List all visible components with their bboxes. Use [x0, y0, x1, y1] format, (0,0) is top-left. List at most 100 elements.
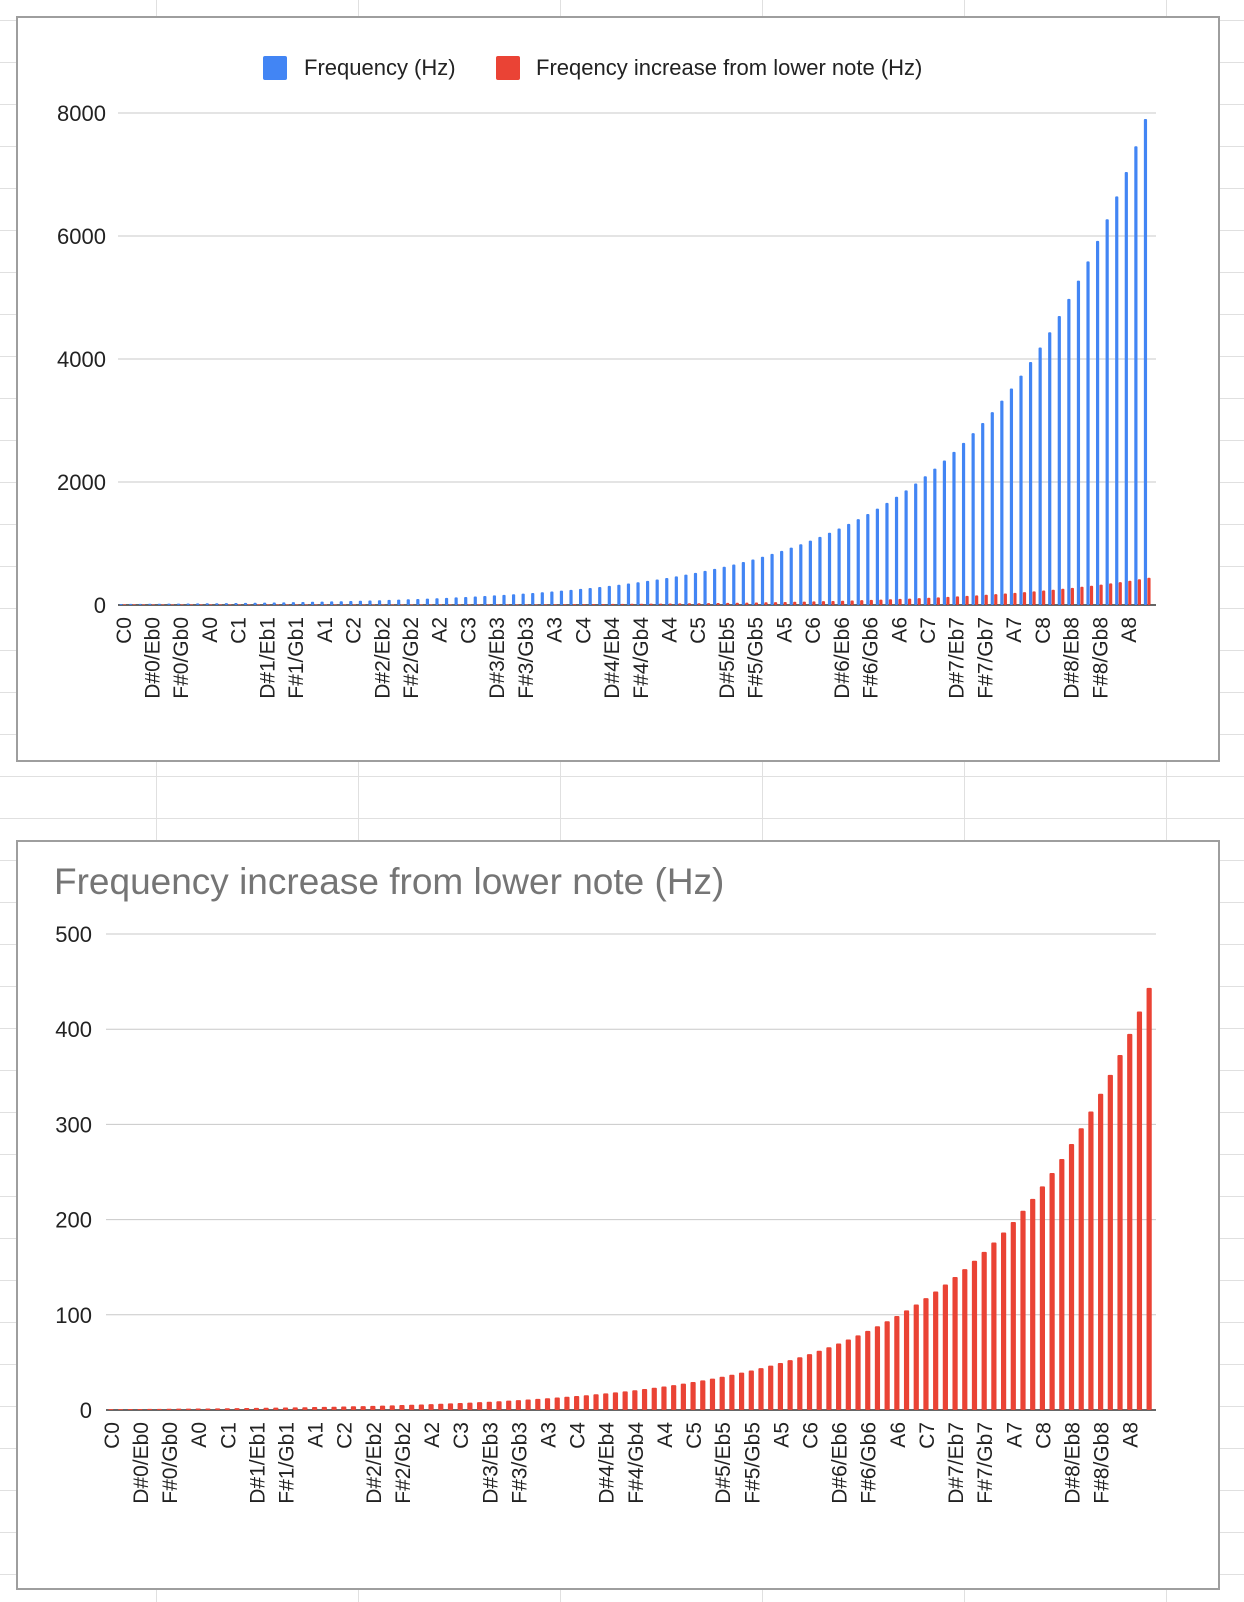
- bar: [818, 536, 822, 605]
- bar: [406, 599, 410, 605]
- bar: [898, 598, 902, 605]
- x-tick-label: A2: [421, 1422, 444, 1448]
- bar: [425, 598, 430, 605]
- bar: [1099, 584, 1103, 605]
- bar: [1137, 579, 1141, 605]
- bar: [435, 598, 439, 605]
- increase-chart-panel[interactable]: Frequency increase from lower note (Hz) …: [16, 840, 1220, 1590]
- x-tick-label: C2: [334, 1422, 357, 1449]
- bar: [904, 490, 908, 605]
- y-tick-label: 100: [55, 1303, 92, 1328]
- bar: [816, 1350, 822, 1410]
- bar: [330, 601, 334, 605]
- bar: [148, 603, 152, 605]
- x-tick-label: C6: [802, 617, 825, 644]
- bar: [391, 604, 395, 605]
- bar: [680, 1383, 686, 1410]
- x-tick-label: F#3/Gb3: [508, 1422, 531, 1504]
- bar: [588, 587, 592, 605]
- bar: [1078, 1128, 1084, 1410]
- bar: [525, 604, 529, 605]
- legend-label-frequency: Frequency (Hz): [304, 55, 456, 80]
- bar: [156, 1408, 162, 1410]
- bar: [349, 600, 353, 605]
- bar: [282, 602, 286, 605]
- bar: [655, 579, 659, 605]
- bar: [1038, 347, 1042, 605]
- bar: [942, 1284, 948, 1410]
- chart-title: Frequency increase from lower note (Hz): [54, 861, 724, 902]
- bar: [237, 604, 242, 605]
- x-tick-label: D#6/Eb6: [829, 1422, 852, 1504]
- bar: [454, 597, 458, 605]
- bar: [641, 1389, 648, 1410]
- x-tick-label: A0: [188, 1422, 211, 1448]
- bar: [429, 604, 433, 605]
- bar: [564, 1396, 570, 1410]
- bar: [1080, 586, 1084, 605]
- bar: [572, 604, 577, 605]
- bar: [1000, 400, 1004, 605]
- bar: [917, 598, 921, 605]
- x-tick-label: C2: [343, 617, 366, 644]
- bar: [266, 604, 270, 605]
- frequency-chart-panel[interactable]: Frequency (Hz) Freqency increase from lo…: [16, 16, 1220, 762]
- x-tick-label: F#5/Gb5: [741, 1422, 764, 1504]
- series-1: [122, 577, 1151, 605]
- bar: [955, 596, 960, 605]
- bar: [339, 601, 343, 605]
- bar: [601, 603, 605, 605]
- bar: [457, 1403, 463, 1410]
- bar: [467, 1402, 473, 1410]
- bar: [1147, 577, 1151, 605]
- bar: [550, 591, 554, 605]
- x-tick-label: A4: [659, 617, 682, 643]
- x-tick-label: F#4/Gb4: [625, 1422, 648, 1504]
- bar: [971, 433, 975, 605]
- bar: [282, 1407, 289, 1410]
- bar: [716, 602, 720, 605]
- bar: [593, 1394, 599, 1410]
- bar: [360, 1406, 366, 1410]
- bar: [649, 603, 653, 605]
- bar: [578, 588, 583, 605]
- bar: [965, 595, 969, 605]
- bar: [371, 604, 376, 605]
- bar: [409, 1404, 415, 1410]
- bar: [506, 1400, 512, 1410]
- bar: [1088, 1111, 1094, 1410]
- x-tick-label: D#6/Eb6: [831, 617, 854, 699]
- frequency-chart: Frequency (Hz) Freqency increase from lo…: [57, 55, 1156, 699]
- bar: [157, 603, 161, 605]
- x-tick-label: A8: [1120, 1422, 1143, 1448]
- bar: [684, 574, 688, 605]
- bar: [946, 596, 950, 605]
- bar: [942, 460, 947, 605]
- bar: [665, 577, 669, 605]
- bar: [502, 594, 506, 605]
- x-tick-label: C1: [228, 617, 251, 644]
- bar: [272, 602, 276, 605]
- bar: [331, 1406, 337, 1410]
- x-tick-label: D#3/Eb3: [486, 617, 509, 699]
- bar: [961, 442, 966, 605]
- bar: [1146, 987, 1152, 1410]
- x-tick-label: F#5/Gb5: [745, 617, 768, 699]
- bar: [826, 1347, 832, 1410]
- bar: [1107, 1074, 1113, 1410]
- y-tick-label: 8000: [57, 101, 106, 126]
- bar: [314, 604, 318, 605]
- bar: [855, 1335, 861, 1410]
- bar: [563, 604, 567, 605]
- bar: [933, 1291, 939, 1410]
- series-0: [108, 987, 1152, 1410]
- bar: [773, 602, 778, 605]
- bar: [659, 603, 663, 605]
- bar: [874, 1326, 881, 1410]
- bar: [700, 1380, 706, 1410]
- bar: [419, 604, 423, 605]
- bar: [531, 592, 535, 605]
- y-tick-label: 200: [55, 1208, 92, 1233]
- increase-chart: Frequency increase from lower note (Hz) …: [54, 861, 1156, 1504]
- y-axis: 0 2000 4000 6000 8000: [57, 101, 106, 618]
